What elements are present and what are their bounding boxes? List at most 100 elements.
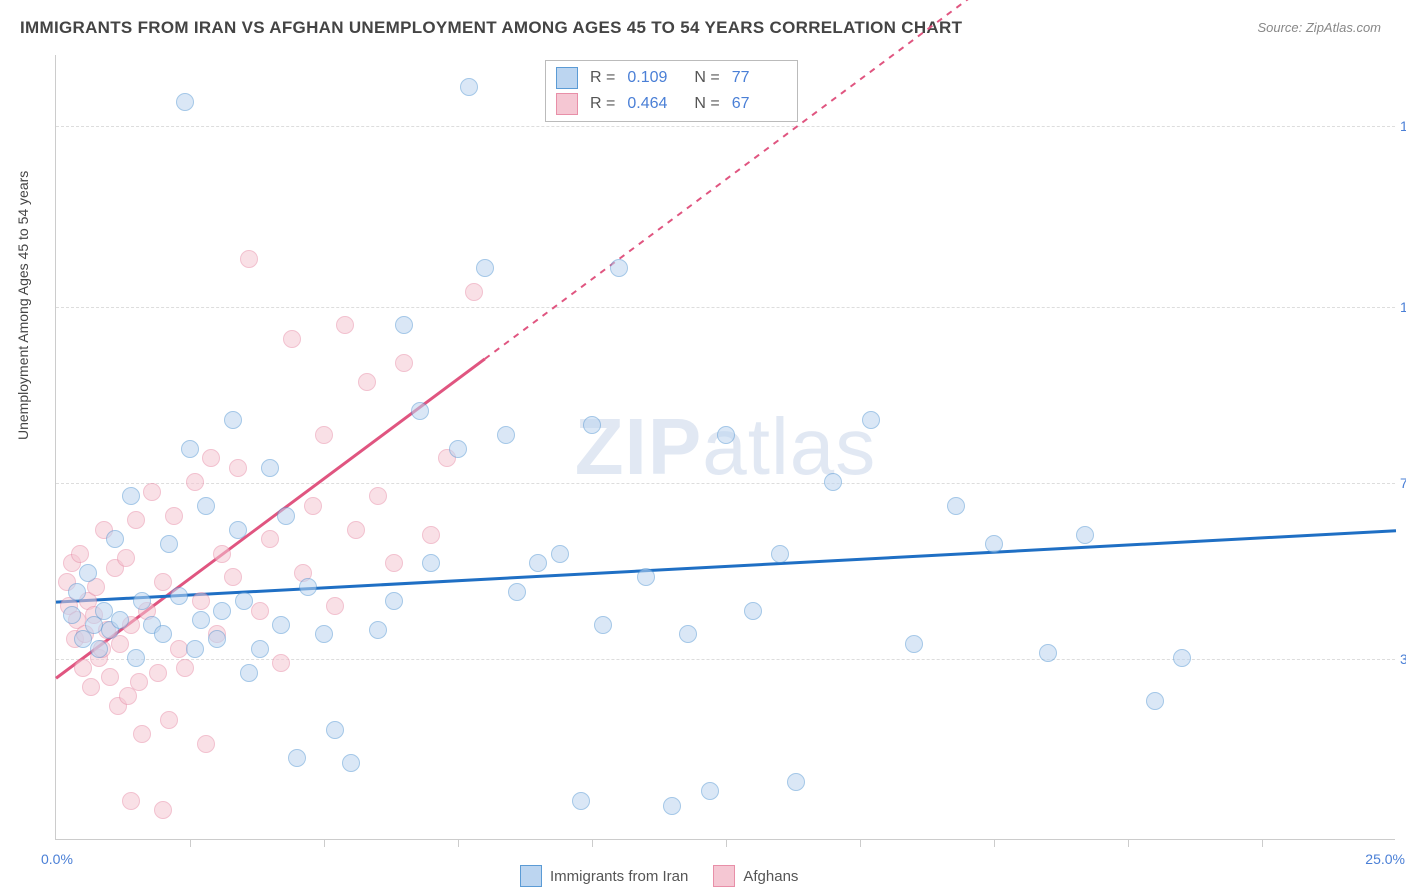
point-pink <box>229 459 247 477</box>
point-pink <box>71 545 89 563</box>
x-tick <box>1128 839 1129 847</box>
point-blue <box>771 545 789 563</box>
point-blue <box>197 497 215 515</box>
point-blue <box>79 564 97 582</box>
legend-swatch-blue <box>556 67 578 89</box>
point-blue <box>862 411 880 429</box>
point-pink <box>422 526 440 544</box>
point-pink <box>385 554 403 572</box>
point-blue <box>583 416 601 434</box>
point-blue <box>170 587 188 605</box>
y-tick-label: 15.0% <box>1400 118 1406 134</box>
n-value-pink: 67 <box>732 95 787 113</box>
point-blue <box>663 797 681 815</box>
point-pink <box>213 545 231 563</box>
legend-label-blue: Immigrants from Iran <box>550 868 688 885</box>
x-tick <box>324 839 325 847</box>
y-axis-label: Unemployment Among Ages 45 to 54 years <box>15 171 31 440</box>
point-blue <box>1039 644 1057 662</box>
n-label: N = <box>694 95 719 113</box>
point-pink <box>130 673 148 691</box>
n-value-blue: 77 <box>732 69 787 87</box>
x-max-label: 25.0% <box>1365 851 1405 867</box>
chart-title: IMMIGRANTS FROM IRAN VS AFGHAN UNEMPLOYM… <box>20 18 962 38</box>
n-label: N = <box>694 69 719 87</box>
x-tick <box>860 839 861 847</box>
point-pink <box>192 592 210 610</box>
y-tick-label: 3.8% <box>1400 651 1406 667</box>
chart-area: ZIPatlas 0.0% 25.0% 3.8%7.5%11.2%15.0% <box>55 55 1395 840</box>
point-pink <box>251 602 269 620</box>
point-pink <box>111 635 129 653</box>
x-min-label: 0.0% <box>41 851 73 867</box>
point-blue <box>497 426 515 444</box>
point-pink <box>283 330 301 348</box>
r-value-blue: 0.109 <box>627 69 682 87</box>
point-pink <box>224 568 242 586</box>
point-blue <box>594 616 612 634</box>
point-blue <box>1173 649 1191 667</box>
point-blue <box>111 611 129 629</box>
r-label: R = <box>590 69 615 87</box>
point-blue <box>572 792 590 810</box>
point-blue <box>905 635 923 653</box>
x-tick <box>190 839 191 847</box>
point-pink <box>165 507 183 525</box>
point-blue <box>476 259 494 277</box>
point-blue <box>186 640 204 658</box>
point-blue <box>342 754 360 772</box>
point-pink <box>240 250 258 268</box>
point-blue <box>326 721 344 739</box>
points-layer <box>56 55 1395 839</box>
point-blue <box>95 602 113 620</box>
point-blue <box>460 78 478 96</box>
point-blue <box>272 616 290 634</box>
point-blue <box>679 625 697 643</box>
r-label: R = <box>590 95 615 113</box>
point-blue <box>63 606 81 624</box>
point-blue <box>717 426 735 444</box>
point-blue <box>824 473 842 491</box>
x-tick <box>726 839 727 847</box>
x-tick <box>1262 839 1263 847</box>
point-blue <box>299 578 317 596</box>
point-pink <box>176 659 194 677</box>
point-blue <box>385 592 403 610</box>
point-blue <box>133 592 151 610</box>
point-blue <box>1076 526 1094 544</box>
point-blue <box>422 554 440 572</box>
point-blue <box>411 402 429 420</box>
point-pink <box>272 654 290 672</box>
point-pink <box>358 373 376 391</box>
point-blue <box>251 640 269 658</box>
y-tick-label: 11.2% <box>1400 299 1406 315</box>
point-blue <box>90 640 108 658</box>
point-pink <box>336 316 354 334</box>
point-blue <box>240 664 258 682</box>
point-pink <box>74 659 92 677</box>
point-pink <box>117 549 135 567</box>
x-tick <box>592 839 593 847</box>
legend-row-pink: R = 0.464 N = 67 <box>556 91 787 117</box>
point-blue <box>985 535 1003 553</box>
point-blue <box>68 583 86 601</box>
point-pink <box>149 664 167 682</box>
point-blue <box>208 630 226 648</box>
point-blue <box>261 459 279 477</box>
point-blue <box>395 316 413 334</box>
point-blue <box>122 487 140 505</box>
point-blue <box>610 259 628 277</box>
point-blue <box>235 592 253 610</box>
point-pink <box>197 735 215 753</box>
point-pink <box>82 678 100 696</box>
legend-swatch-blue <box>520 865 542 887</box>
point-blue <box>508 583 526 601</box>
point-pink <box>143 483 161 501</box>
point-pink <box>127 511 145 529</box>
point-blue <box>701 782 719 800</box>
x-tick <box>458 839 459 847</box>
point-blue <box>551 545 569 563</box>
legend-swatch-pink <box>556 93 578 115</box>
point-pink <box>347 521 365 539</box>
point-blue <box>106 530 124 548</box>
